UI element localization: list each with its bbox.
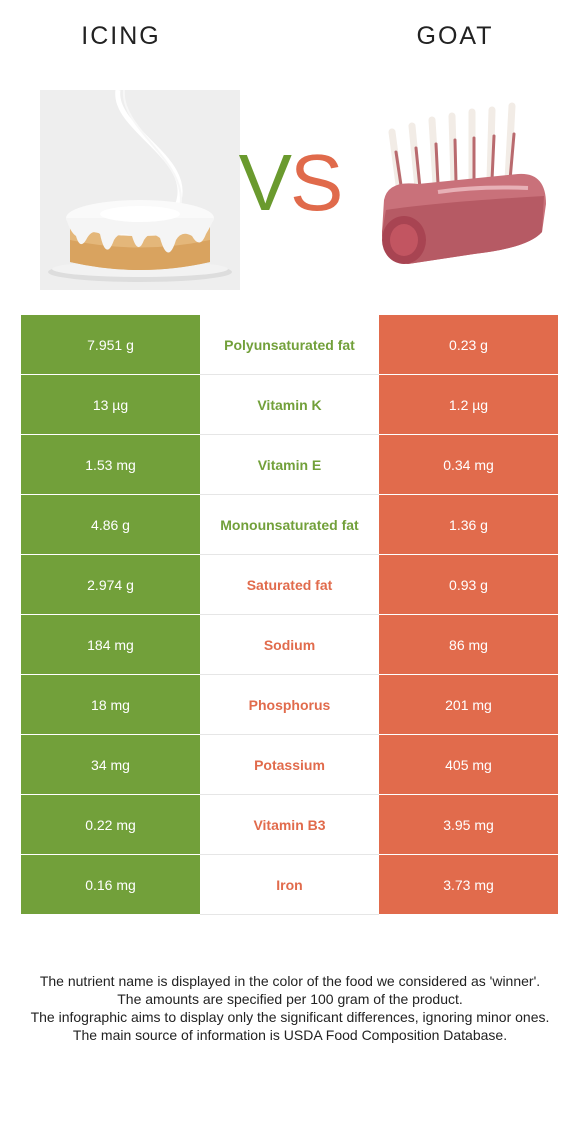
goat-value: 3.73 mg <box>379 855 558 915</box>
goat-value: 0.93 g <box>379 555 558 615</box>
nutrient-name: Phosphorus <box>200 675 379 735</box>
goat-value: 1.2 µg <box>379 375 558 435</box>
comparison-table: 7.951 g Polyunsaturated fat 0.23 g 13 µg Vit… <box>21 315 558 915</box>
icing-value: 13 µg <box>21 375 200 435</box>
table-row: 4.86 g Monounsaturated fat 1.36 g <box>21 495 558 555</box>
goat-value: 405 mg <box>379 735 558 795</box>
icing-value: 7.951 g <box>21 315 200 375</box>
icing-value: 1.53 mg <box>21 435 200 495</box>
left-food-title: ICING <box>81 22 161 50</box>
table-row: 13 µg Vitamin K 1.2 µg <box>21 375 558 435</box>
footer-line-aim: The infographic aims to display only the… <box>30 1009 550 1025</box>
goat-value: 86 mg <box>379 615 558 675</box>
icing-value: 4.86 g <box>21 495 200 555</box>
nutrient-name: Vitamin K <box>200 375 379 435</box>
footer-line-source: The main source of information is USDA F… <box>72 1027 508 1043</box>
table-row: 18 mg Phosphorus 201 mg <box>21 675 558 735</box>
icing-value: 184 mg <box>21 615 200 675</box>
icing-value: 2.974 g <box>21 555 200 615</box>
table-row: 34 mg Potassium 405 mg <box>21 735 558 795</box>
goat-value: 1.36 g <box>379 495 558 555</box>
versus-s: S <box>290 138 343 227</box>
icing-value: 0.22 mg <box>21 795 200 855</box>
goat-value: 0.34 mg <box>379 435 558 495</box>
nutrient-name: Iron <box>200 855 379 915</box>
goat-value: 0.23 g <box>379 315 558 375</box>
goat-rack-image <box>378 92 554 282</box>
footer-notes: The nutrient name is displayed in the co… <box>20 972 560 1044</box>
icing-value: 34 mg <box>21 735 200 795</box>
nutrient-name: Vitamin E <box>200 435 379 495</box>
icing-value: 18 mg <box>21 675 200 735</box>
goat-value: 201 mg <box>379 675 558 735</box>
table-row: 184 mg Sodium 86 mg <box>21 615 558 675</box>
table-row: 1.53 mg Vitamin E 0.34 mg <box>21 435 558 495</box>
footer-line-winner: The nutrient name is displayed in the co… <box>39 973 541 989</box>
table-row: 7.951 g Polyunsaturated fat 0.23 g <box>21 315 558 375</box>
versus-v: V <box>238 138 292 227</box>
footer-line-amounts: The amounts are specified per 100 gram o… <box>117 991 463 1007</box>
right-food-title: GOAT <box>416 22 494 50</box>
goat-value: 3.95 mg <box>379 795 558 855</box>
table-row: 2.974 g Saturated fat 0.93 g <box>21 555 558 615</box>
nutrient-name: Sodium <box>200 615 379 675</box>
nutrient-name: Potassium <box>200 735 379 795</box>
versus-label: VS <box>225 138 355 228</box>
icing-cake-image <box>40 90 240 290</box>
nutrient-name: Monounsaturated fat <box>200 495 379 555</box>
table-row: 0.22 mg Vitamin B3 3.95 mg <box>21 795 558 855</box>
table-row: 0.16 mg Iron 3.73 mg <box>21 855 558 915</box>
nutrient-name: Polyunsaturated fat <box>200 315 379 375</box>
nutrient-name: Saturated fat <box>200 555 379 615</box>
nutrient-name: Vitamin B3 <box>200 795 379 855</box>
icing-value: 0.16 mg <box>21 855 200 915</box>
